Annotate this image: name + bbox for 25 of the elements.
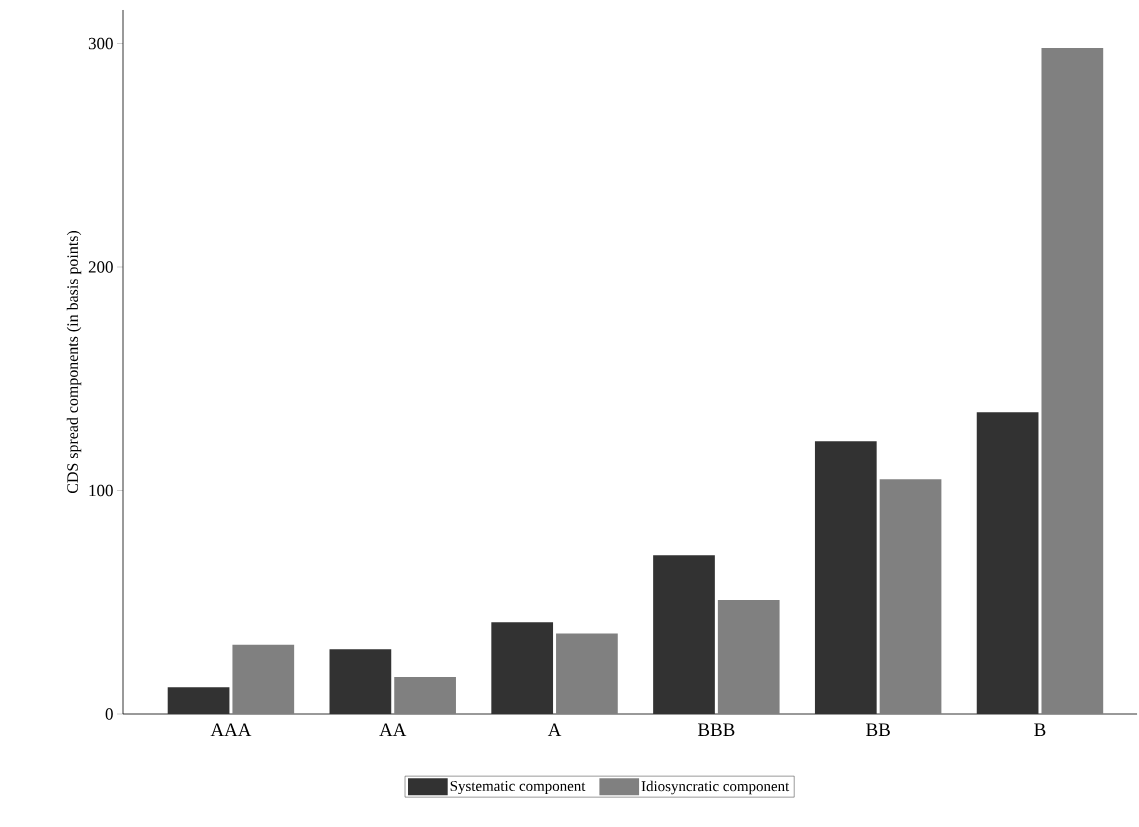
x-tick-label: AAA [210, 723, 252, 737]
bar [232, 644, 295, 714]
x-tick-label: AA [379, 723, 407, 737]
x-tick-label: A [547, 723, 562, 737]
bar [167, 687, 230, 714]
bar [879, 479, 942, 714]
legend-label: Systematic component [450, 780, 586, 795]
bar [556, 633, 618, 714]
x-tick-label: BBB [697, 723, 735, 736]
bar [394, 677, 456, 714]
bar [329, 649, 392, 714]
y-tick-label: 100 [89, 484, 113, 497]
y-tick-label: 300 [88, 37, 113, 50]
bar [491, 622, 554, 714]
y-tick-label: 0 [105, 708, 113, 720]
y-tick-label: 200 [88, 261, 113, 273]
bar [976, 412, 1039, 714]
y-axis-title: CDS spread components (in basis points) [66, 230, 82, 494]
bar [717, 600, 780, 714]
x-tick-label: BB [866, 723, 890, 736]
legend-label: Idiosyncratic component [641, 780, 790, 795]
bar [814, 441, 877, 714]
x-tick-label: B [1034, 723, 1046, 736]
bar [1041, 47, 1104, 714]
bar [653, 555, 715, 714]
